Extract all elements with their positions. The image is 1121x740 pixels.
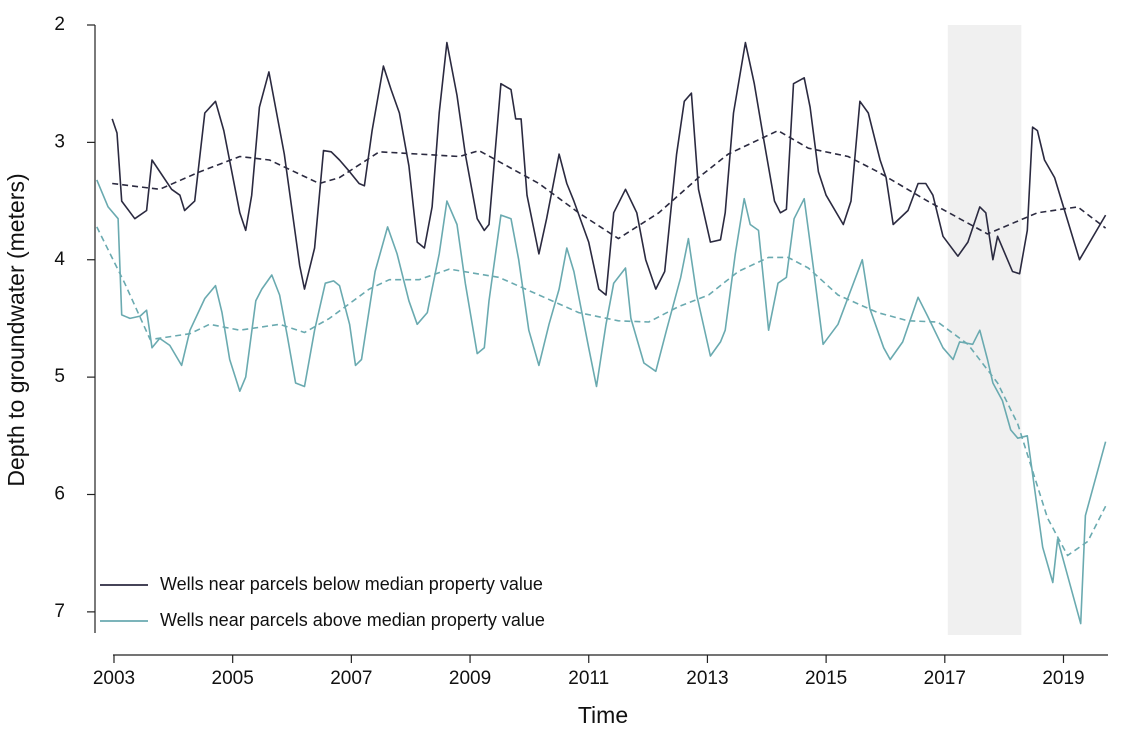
y-tick-label: 7 — [54, 601, 65, 622]
trend-line — [96, 226, 1107, 557]
y-tick-label: 3 — [54, 131, 65, 152]
x-tick-label: 2011 — [568, 668, 609, 689]
x-tick-label: 2017 — [924, 668, 966, 689]
x-tick-label: 2015 — [805, 668, 847, 689]
series-line — [96, 179, 1107, 625]
highlight-band — [947, 25, 1022, 635]
x-tick-label: 2005 — [212, 668, 254, 689]
y-tick-label: 5 — [54, 366, 65, 387]
y-tick-label: 6 — [54, 484, 65, 505]
x-tick-label: 2007 — [330, 668, 372, 689]
x-axis-title: Time — [578, 702, 628, 728]
legend-text: Wells near parcels below median property… — [160, 574, 543, 594]
trend-line — [112, 129, 1107, 240]
legend-text: Wells near parcels above median property… — [160, 610, 545, 630]
y-tick-label: 2 — [54, 14, 65, 35]
x-tick-label: 2013 — [686, 668, 728, 689]
x-tick-label: 2019 — [1042, 668, 1084, 689]
series-line — [111, 41, 1107, 296]
y-axis-title: Depth to groundwater (meters) — [3, 173, 29, 486]
x-tick-label: 2003 — [93, 668, 135, 689]
y-tick-label: 4 — [54, 249, 65, 270]
x-tick-label: 2009 — [449, 668, 491, 689]
